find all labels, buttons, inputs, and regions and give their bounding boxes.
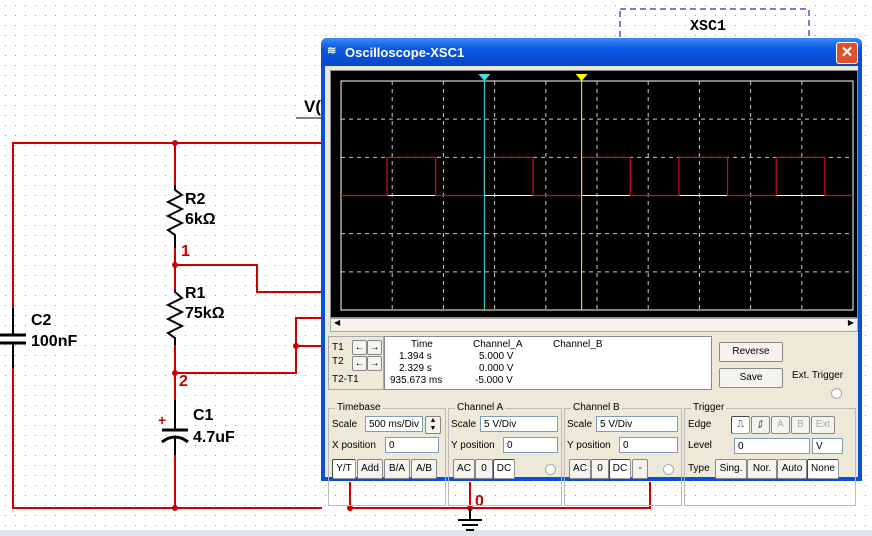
svg-text:75kΩ: 75kΩ [185, 305, 225, 322]
svg-text:100nF: 100nF [31, 333, 77, 350]
rising-edge-button[interactable]: ⎍ [731, 416, 750, 434]
trigger-auto-button[interactable]: Auto [777, 459, 807, 479]
t2-right-button[interactable]: → [367, 356, 382, 371]
channel-a-terminal[interactable] [545, 464, 556, 475]
channel-b-terminal[interactable] [663, 464, 674, 475]
timebase-scale-input[interactable]: 500 ms/Div [365, 416, 423, 432]
scope-screen [330, 70, 858, 318]
r1-resistor [165, 290, 185, 345]
channel-a-scale-input[interactable]: 5 V/Div [480, 416, 558, 432]
channel-b-ypos-input[interactable]: 0 [619, 437, 678, 453]
trigger-single-button[interactable]: Sing. [715, 459, 747, 479]
trigger-source-a[interactable]: A [771, 416, 790, 434]
svg-text:C1: C1 [193, 407, 214, 424]
arrow-left-icon: ← [354, 358, 365, 369]
arrow-left-icon: ← [354, 342, 365, 353]
cursor-2-handle[interactable] [575, 74, 588, 81]
node-0-label: 0 [475, 493, 484, 510]
trigger-source-ext[interactable]: Ext [811, 416, 835, 434]
close-icon: ✕ [840, 44, 854, 61]
trigger-source-b[interactable]: B [791, 416, 810, 434]
cursor-controls: T1 T2 T2-T1 ← → ← → [328, 336, 384, 390]
svg-text:6kΩ: 6kΩ [185, 211, 216, 228]
svg-text:R1: R1 [185, 285, 206, 302]
channel-a-zero-button[interactable]: 0 [475, 459, 493, 479]
reverse-button[interactable]: Reverse [719, 342, 783, 362]
svg-text:C2: C2 [31, 312, 52, 329]
scroll-left-icon[interactable]: ◀ [334, 318, 341, 327]
mode-yt-button[interactable]: Y/T [332, 459, 356, 479]
mode-add-button[interactable]: Add [357, 459, 383, 479]
channel-a-trace [341, 156, 853, 197]
svg-text:R2: R2 [185, 191, 206, 208]
partial-label: V( [304, 97, 321, 116]
channel-a-group: Channel A Scale 5 V/Div Y position 0 AC … [448, 402, 562, 506]
channel-b-zero-button[interactable]: 0 [591, 459, 609, 479]
x-position-input[interactable]: 0 [385, 437, 439, 453]
xsc1-label: XSC1 [690, 18, 726, 35]
arrow-right-icon: → [369, 342, 380, 353]
cursor-1-handle[interactable] [478, 74, 491, 81]
close-button[interactable]: ✕ [836, 42, 858, 64]
oscilloscope-icon: ≋ [327, 45, 337, 57]
node-2-label: 2 [179, 373, 188, 390]
channel-b-group: Channel B Scale 5 V/Div Y position 0 AC … [564, 402, 682, 506]
rising-edge-icon: ⎍ [737, 419, 744, 430]
timebase-spinner[interactable]: ▲ ▼ [425, 416, 441, 434]
save-button[interactable]: Save [719, 368, 783, 388]
channel-a-ypos-input[interactable]: 0 [503, 437, 558, 453]
channel-a-dc-button[interactable]: DC [493, 459, 515, 479]
window-title: Oscilloscope-XSC1 [345, 45, 465, 60]
svg-text:4.7uF: 4.7uF [193, 429, 235, 446]
scroll-right-icon[interactable]: ▶ [847, 318, 854, 327]
cursor-readout: Time Channel_A Channel_B 1.394 s 5.000 V… [384, 336, 712, 390]
channel-b-minus-button[interactable]: - [632, 459, 648, 479]
channel-b-scale-input[interactable]: 5 V/Div [596, 416, 678, 432]
r2-resistor [165, 185, 185, 248]
falling-edge-icon: ⎎ [757, 419, 764, 430]
ext-trigger-label: Ext. Trigger [792, 370, 844, 381]
t2-left-button[interactable]: ← [352, 356, 367, 371]
trigger-normal-button[interactable]: Nor. [747, 459, 777, 479]
oscilloscope-panel: ◀ ▶ T1 T2 T2-T1 ← → ← → Time Channel_A C… [325, 66, 858, 506]
channel-b-ac-button[interactable]: AC [569, 459, 591, 479]
channel-a-ac-button[interactable]: AC [453, 459, 475, 479]
mode-ba-button[interactable]: B/A [384, 459, 410, 479]
ext-trigger-terminal[interactable] [831, 388, 842, 399]
trigger-level-input[interactable]: 0 [734, 438, 810, 454]
trigger-group: Trigger Edge ⎍ ⎎ A B Ext Level 0 V Type … [684, 402, 856, 506]
horizontal-scrollbar[interactable]: ◀ ▶ [330, 318, 858, 332]
title-bar[interactable]: ≋ Oscilloscope-XSC1 ✕ [321, 38, 862, 66]
trigger-none-button[interactable]: None [807, 459, 839, 479]
t1-right-button[interactable]: → [367, 340, 382, 355]
falling-edge-button[interactable]: ⎎ [751, 416, 770, 434]
trigger-level-unit[interactable]: V [812, 438, 843, 454]
oscilloscope-window: ≋ Oscilloscope-XSC1 ✕ ◀ ▶ T1 T2 T2-T1 ← … [321, 38, 862, 506]
channel-b-dc-button[interactable]: DC [609, 459, 631, 479]
mode-ab-button[interactable]: A/B [411, 459, 437, 479]
timebase-group: Timebase Scale 500 ms/Div ▲ ▼ X position … [328, 402, 446, 506]
arrow-right-icon: → [369, 358, 380, 369]
svg-text:+: + [158, 412, 166, 428]
t1-left-button[interactable]: ← [352, 340, 367, 355]
node-1-label: 1 [181, 243, 190, 260]
